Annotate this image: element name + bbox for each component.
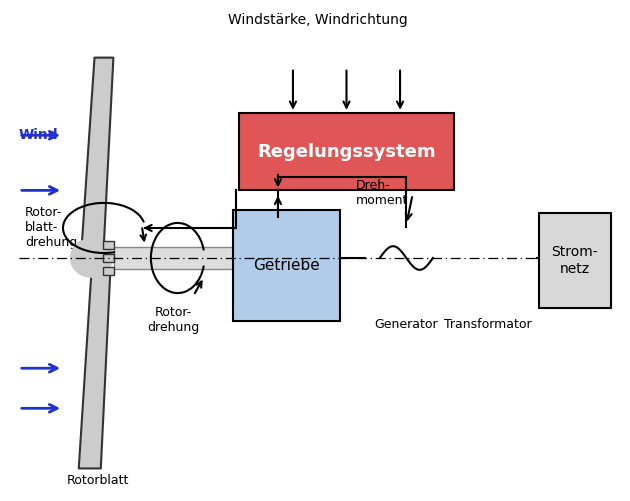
Text: Rotor-
blatt-
drehung: Rotor- blatt- drehung xyxy=(25,206,77,249)
Bar xyxy=(103,254,114,262)
Bar xyxy=(103,241,114,249)
Text: Transformator: Transformator xyxy=(444,318,532,331)
Ellipse shape xyxy=(71,239,112,277)
Text: Generator: Generator xyxy=(375,318,438,331)
Bar xyxy=(239,113,454,190)
Polygon shape xyxy=(79,273,110,468)
Text: Rotor-
drehung: Rotor- drehung xyxy=(147,306,199,334)
Circle shape xyxy=(442,237,495,279)
Text: Wind: Wind xyxy=(19,128,59,142)
Text: Windstärke, Windrichtung: Windstärke, Windrichtung xyxy=(228,13,408,27)
Circle shape xyxy=(367,227,445,289)
Text: Dreh-
moment: Dreh- moment xyxy=(356,179,408,207)
Text: Rotorblatt: Rotorblatt xyxy=(66,474,129,487)
Bar xyxy=(233,210,340,321)
Bar xyxy=(103,267,114,275)
Bar xyxy=(539,213,611,308)
Circle shape xyxy=(481,237,534,279)
Text: Getriebe: Getriebe xyxy=(253,258,320,273)
Text: Regelungssystem: Regelungssystem xyxy=(257,143,436,160)
Polygon shape xyxy=(82,58,113,243)
Bar xyxy=(114,247,233,269)
Text: Strom-
netz: Strom- netz xyxy=(551,245,598,276)
